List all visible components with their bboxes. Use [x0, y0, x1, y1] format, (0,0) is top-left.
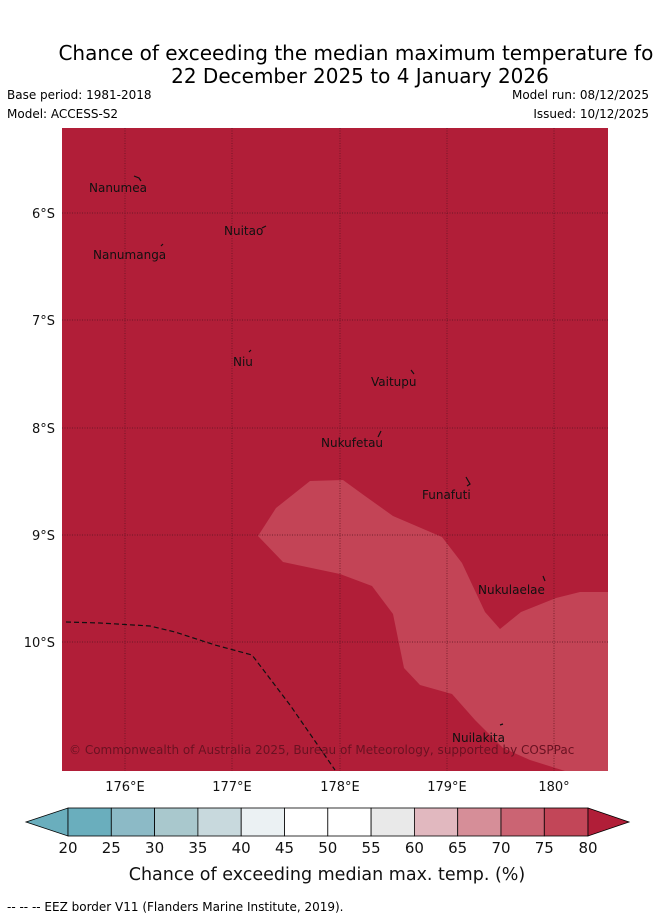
colorbar-arrow-low	[24, 807, 69, 837]
eez-footnote: -- -- -- EEZ border V11 (Flanders Marine…	[7, 900, 344, 914]
lat-label-10s: 10°S	[24, 636, 55, 651]
colorbar-tick-35: 35	[188, 839, 207, 857]
colorbar-segment-35-40	[197, 807, 242, 837]
eez-border	[65, 621, 336, 771]
lat-label-6s: 6°S	[32, 207, 55, 222]
lat-label-9s: 9°S	[32, 529, 55, 544]
nukulaelae-island	[542, 575, 546, 582]
colorbar-tick-75: 75	[535, 839, 554, 857]
colorbar-tick-25: 25	[102, 839, 121, 857]
island-label-funafuti: Funafuti	[422, 488, 471, 502]
colorbar-segment-40-45	[240, 807, 285, 837]
copyright-notice: © Commonwealth of Australia 2025, Bureau…	[69, 743, 574, 757]
lat-label-8s: 8°S	[32, 422, 55, 437]
nuilakita-island	[499, 723, 504, 726]
title-line-2: 22 December 2025 to 4 January 2026	[171, 64, 549, 88]
lon-label-176e: 176°E	[105, 780, 145, 795]
island-label-nuitao: Nuitao	[224, 224, 263, 238]
island-label-nanumea: Nanumea	[89, 181, 147, 195]
island-label-niu: Niu	[233, 355, 253, 369]
model-name: Model: ACCESS-S2	[7, 107, 119, 121]
colorbar-tick-40: 40	[232, 839, 251, 857]
nanumea-island	[133, 175, 142, 182]
vaitupu-island	[410, 369, 415, 375]
colorbar-tick-80: 80	[578, 839, 597, 857]
colorbar-tick-50: 50	[318, 839, 337, 857]
colorbar-label: Chance of exceeding median max. temp. (%…	[129, 865, 526, 885]
island-label-nukulaelae: Nukulaelae	[478, 583, 545, 597]
colorbar-tick-60: 60	[405, 839, 424, 857]
lon-label-178e: 178°E	[320, 780, 360, 795]
colorbar-arrow-high	[587, 807, 631, 837]
colorbar-tick-70: 70	[491, 839, 510, 857]
colorbar	[24, 807, 631, 837]
island-label-vaitupu: Vaitupu	[371, 375, 417, 389]
probability-region-70-75	[258, 480, 608, 771]
colorbar-tick-30: 30	[145, 839, 164, 857]
colorbar-segment-55-60	[370, 807, 415, 837]
colorbar-segment-70-75	[500, 807, 545, 837]
lon-label-180: 180°	[538, 780, 569, 795]
funafuti-island	[465, 476, 471, 487]
title-line-1: Chance of exceeding the median maximum t…	[58, 41, 655, 65]
island-label-nukufetau: Nukufetau	[321, 436, 383, 450]
issued-date: Issued: 10/12/2025	[533, 107, 649, 121]
colorbar-segment-75-80	[543, 807, 589, 837]
lon-label-179e: 179°E	[427, 780, 467, 795]
nukufetau-island	[377, 430, 382, 438]
colorbar-tick-45: 45	[275, 839, 294, 857]
colorbar-segment-45-50	[284, 807, 329, 837]
colorbar-tick-65: 65	[448, 839, 467, 857]
island-shapes	[133, 175, 546, 726]
colorbar-segment-60-65	[413, 807, 459, 837]
graticule	[62, 128, 608, 771]
island-label-nuilakita: Nuilakita	[452, 731, 505, 745]
colorbar-tick-20: 20	[58, 839, 77, 857]
colorbar-tick-55: 55	[362, 839, 381, 857]
colorbar-segment-65-70	[457, 807, 502, 837]
lat-label-7s: 7°S	[32, 314, 55, 329]
niu-island	[248, 349, 252, 353]
colorbar-segment-50-55	[327, 807, 372, 837]
model-run-date: Model run: 08/12/2025	[511, 88, 649, 102]
island-label-nanumanga: Nanumanga	[93, 248, 166, 262]
colorbar-segment-20-25	[67, 807, 112, 837]
colorbar-segment-25-30	[110, 807, 156, 837]
nanumanga-island	[160, 243, 164, 247]
base-period: Base period: 1981-2018	[7, 88, 152, 102]
nuitao-island	[261, 225, 267, 229]
colorbar-segment-30-35	[154, 807, 199, 837]
lon-label-177e: 177°E	[212, 780, 252, 795]
